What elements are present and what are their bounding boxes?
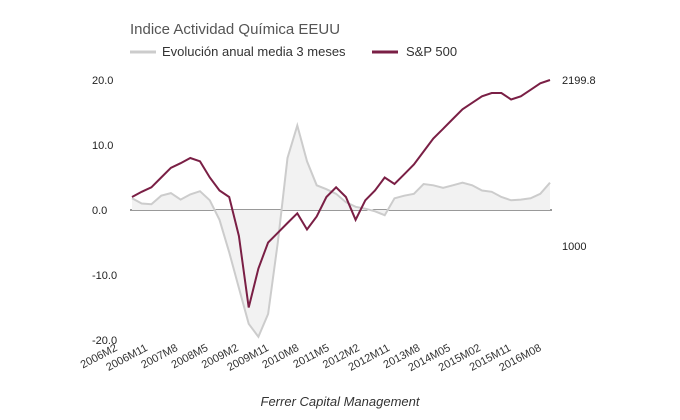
sp500-series-line [131, 79, 551, 308]
x-axis: 2006M22006M112007M82008M52009M22009M1120… [79, 342, 544, 374]
legend-label-area: Evolución anual media 3 meses [162, 44, 346, 59]
y-tick-label: 0.0 [92, 205, 107, 217]
legend-label-sp500: S&P 500 [406, 44, 457, 59]
y-axis-right: 2199.8 1000 [562, 75, 596, 253]
chart-caption: Ferrer Capital Management [261, 394, 421, 409]
y-tick-label: 20.0 [92, 75, 113, 87]
legend: Evolución anual media 3 meses S&P 500 [130, 44, 457, 59]
chart-title: Indice Actividad Química EEUU [130, 21, 340, 38]
right-axis-label: 1000 [562, 241, 586, 253]
y-tick-label: 10.0 [92, 140, 113, 152]
area-series [132, 125, 550, 337]
right-axis-label: 2199.8 [562, 75, 596, 87]
y-axis-left: 20.0 10.0 0.0 -10.0 -20.0 [92, 75, 117, 347]
y-tick-label: -20.0 [92, 335, 117, 347]
area-series-outline [131, 121, 551, 339]
y-tick-label: -10.0 [92, 270, 117, 282]
